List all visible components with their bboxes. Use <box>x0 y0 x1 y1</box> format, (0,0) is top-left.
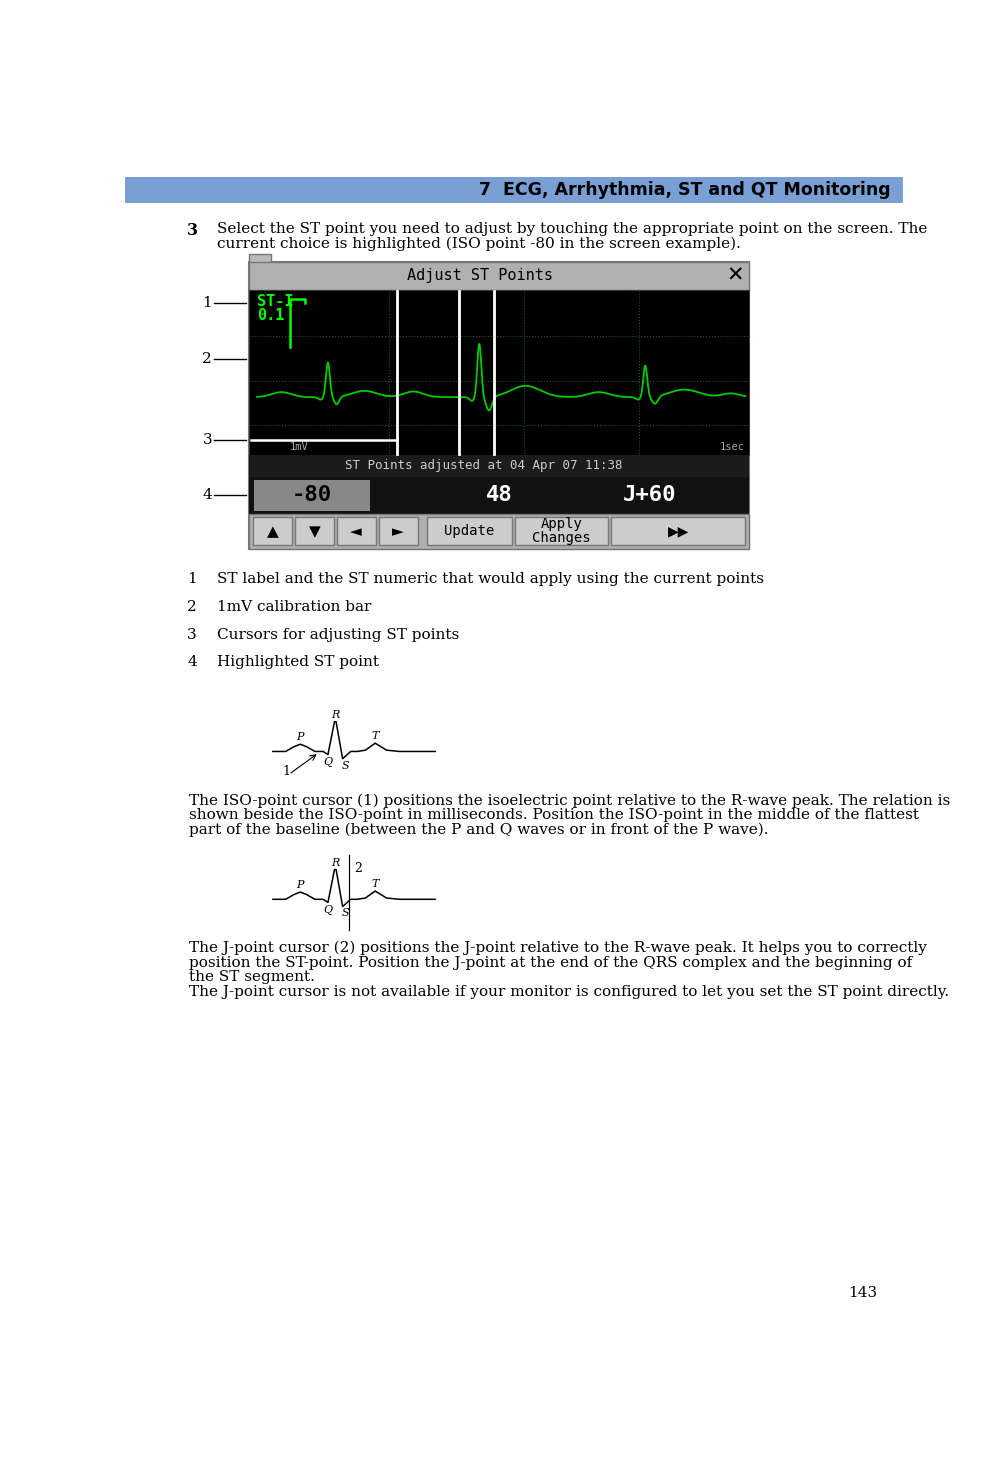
Text: 3: 3 <box>187 627 196 642</box>
Text: ST label and the ST numeric that would apply using the current points: ST label and the ST numeric that would a… <box>216 573 764 586</box>
Text: Changes: Changes <box>532 531 590 545</box>
Bar <box>249 254 271 264</box>
Bar <box>249 261 748 549</box>
Bar <box>249 514 748 549</box>
Bar <box>610 518 744 545</box>
Text: shown beside the ISO-point in milliseconds. Position the ISO-point in the middle: shown beside the ISO-point in millisecon… <box>188 807 918 822</box>
Text: 3: 3 <box>202 432 212 447</box>
Text: 4: 4 <box>202 489 212 502</box>
Bar <box>249 455 748 477</box>
Text: Highlighted ST point: Highlighted ST point <box>216 655 379 669</box>
Text: 4: 4 <box>187 655 197 669</box>
Text: J+60: J+60 <box>622 486 675 505</box>
Text: Adjust ST Points: Adjust ST Points <box>407 269 552 283</box>
Text: current choice is highlighted (ISO point -80 in the screen example).: current choice is highlighted (ISO point… <box>216 236 739 251</box>
Text: ST-I: ST-I <box>257 294 294 308</box>
Text: 143: 143 <box>847 1286 877 1300</box>
Text: the ST segment.: the ST segment. <box>188 970 315 984</box>
Bar <box>295 518 334 545</box>
Text: ✕: ✕ <box>725 266 743 286</box>
Text: 1: 1 <box>202 297 212 310</box>
Text: ▼: ▼ <box>309 524 320 539</box>
Text: R: R <box>331 710 339 720</box>
Text: T: T <box>371 878 379 889</box>
Text: P: P <box>297 732 304 742</box>
Text: Apply: Apply <box>540 518 582 531</box>
Text: 3: 3 <box>187 221 198 239</box>
Text: Select the ST point you need to adjust by touching the appropriate point on the : Select the ST point you need to adjust b… <box>216 221 926 236</box>
Text: 2: 2 <box>187 599 197 614</box>
Text: Cursors for adjusting ST points: Cursors for adjusting ST points <box>216 627 459 642</box>
Text: 48: 48 <box>485 486 512 505</box>
Bar <box>253 518 292 545</box>
Text: P: P <box>297 880 304 890</box>
Text: part of the baseline (between the P and Q waves or in front of the P wave).: part of the baseline (between the P and … <box>188 822 768 837</box>
Text: 1mV: 1mV <box>290 441 309 452</box>
Text: 0.1: 0.1 <box>257 308 285 323</box>
Text: 2: 2 <box>354 862 362 875</box>
Bar <box>249 477 748 514</box>
Text: T: T <box>371 731 379 741</box>
Text: 2: 2 <box>202 353 212 366</box>
Text: Q: Q <box>323 757 333 766</box>
Text: Q: Q <box>323 905 333 915</box>
Text: The J-point cursor (2) positions the J-point relative to the R-wave peak. It hel: The J-point cursor (2) positions the J-p… <box>188 942 926 955</box>
Text: R: R <box>331 858 339 868</box>
Bar <box>337 518 376 545</box>
Text: -80: -80 <box>292 486 332 505</box>
Text: ▲: ▲ <box>267 524 279 539</box>
Text: ▶▶: ▶▶ <box>667 524 688 539</box>
Bar <box>254 480 370 511</box>
Text: 1: 1 <box>187 573 197 586</box>
Text: ◄: ◄ <box>350 524 362 539</box>
Bar <box>379 518 417 545</box>
Bar <box>125 177 902 204</box>
Text: Update: Update <box>444 524 494 539</box>
Text: ►: ► <box>392 524 404 539</box>
Bar <box>427 518 512 545</box>
Text: 1mV calibration bar: 1mV calibration bar <box>216 599 371 614</box>
Text: S: S <box>341 908 349 918</box>
Text: S: S <box>341 760 349 770</box>
Text: 1sec: 1sec <box>718 441 743 452</box>
Text: position the ST-point. Position the J-point at the end of the QRS complex and th: position the ST-point. Position the J-po… <box>188 955 911 970</box>
Text: The ISO-point cursor (1) positions the isoelectric point relative to the R-wave : The ISO-point cursor (1) positions the i… <box>188 793 949 807</box>
Bar <box>515 518 607 545</box>
Text: The J-point cursor is not available if your monitor is configured to let you set: The J-point cursor is not available if y… <box>188 984 948 999</box>
Bar <box>249 289 748 455</box>
Text: 7  ECG, Arrhythmia, ST and QT Monitoring: 7 ECG, Arrhythmia, ST and QT Monitoring <box>479 182 890 199</box>
Text: ST Points adjusted at 04 Apr 07 11:38: ST Points adjusted at 04 Apr 07 11:38 <box>345 459 622 472</box>
Bar <box>249 261 748 289</box>
Text: 1: 1 <box>283 765 291 778</box>
